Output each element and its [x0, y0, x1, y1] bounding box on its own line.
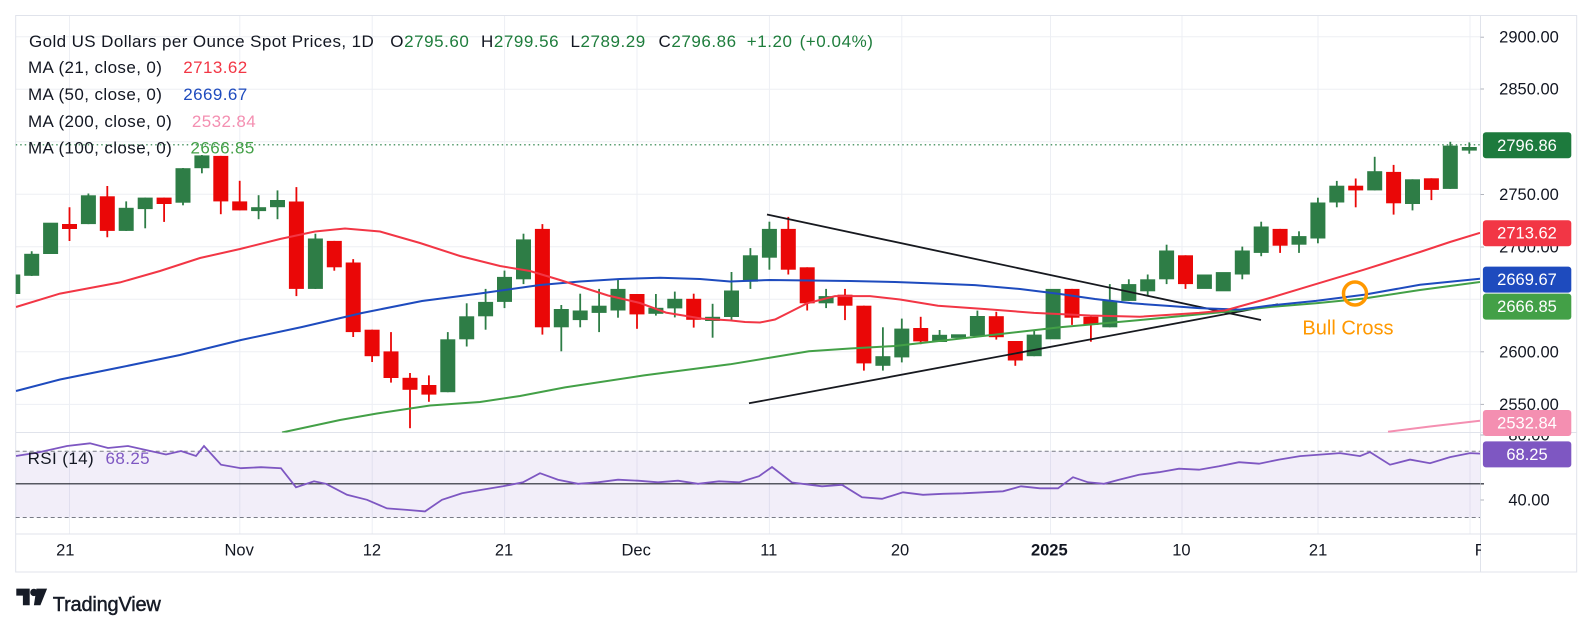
- svg-text:2666.85: 2666.85: [1497, 298, 1557, 316]
- svg-text:MA (200, close, 0): MA (200, close, 0): [28, 112, 172, 131]
- svg-text:2750.00: 2750.00: [1499, 186, 1559, 204]
- svg-text:Bull Cross: Bull Cross: [1302, 318, 1393, 340]
- svg-text:MA (100, close, 0): MA (100, close, 0): [28, 138, 172, 157]
- svg-text:10: 10: [1172, 542, 1190, 560]
- svg-text:Feb: Feb: [1475, 542, 1503, 560]
- svg-text:11: 11: [760, 542, 777, 560]
- svg-text:40.00: 40.00: [1508, 492, 1549, 510]
- svg-text:21: 21: [495, 542, 513, 560]
- svg-text:2900.00: 2900.00: [1499, 29, 1559, 47]
- svg-text:RSI (14): RSI (14): [28, 449, 95, 468]
- svg-text:68.25: 68.25: [106, 449, 151, 468]
- svg-text:2550.00: 2550.00: [1499, 396, 1559, 414]
- svg-text:2669.67: 2669.67: [183, 85, 247, 104]
- svg-text:2669.67: 2669.67: [1497, 271, 1557, 289]
- svg-text:(+0.04%): (+0.04%): [800, 32, 874, 51]
- svg-text:20: 20: [891, 542, 909, 560]
- svg-text:12: 12: [363, 542, 381, 560]
- svg-text:H2799.56: H2799.56: [481, 32, 559, 51]
- svg-text:+1.20: +1.20: [747, 32, 793, 51]
- svg-text:C2796.86: C2796.86: [659, 32, 737, 51]
- svg-text:Gold US Dollars per Ounce Spot: Gold US Dollars per Ounce Spot Prices, 1…: [29, 32, 374, 51]
- svg-text:68.25: 68.25: [1506, 446, 1547, 464]
- svg-text:2025: 2025: [1031, 542, 1068, 560]
- svg-text:21: 21: [1309, 542, 1327, 560]
- svg-text:MA (50, close, 0): MA (50, close, 0): [28, 85, 162, 104]
- svg-text:MA (21, close, 0): MA (21, close, 0): [28, 58, 162, 77]
- svg-text:2532.84: 2532.84: [1497, 415, 1557, 433]
- svg-text:Nov: Nov: [225, 542, 255, 560]
- svg-text:2713.62: 2713.62: [183, 58, 247, 77]
- svg-text:2666.85: 2666.85: [191, 138, 255, 157]
- svg-text:2600.00: 2600.00: [1499, 343, 1559, 361]
- svg-text:2532.84: 2532.84: [192, 112, 256, 131]
- svg-text:TradingView: TradingView: [53, 594, 162, 616]
- svg-text:21: 21: [56, 542, 74, 560]
- svg-text:O2795.60: O2795.60: [390, 32, 469, 51]
- svg-text:2850.00: 2850.00: [1499, 81, 1559, 99]
- svg-text:2713.62: 2713.62: [1497, 225, 1557, 243]
- svg-text:L2789.29: L2789.29: [571, 32, 646, 51]
- svg-text:2796.86: 2796.86: [1497, 137, 1557, 155]
- svg-text:Dec: Dec: [622, 542, 651, 560]
